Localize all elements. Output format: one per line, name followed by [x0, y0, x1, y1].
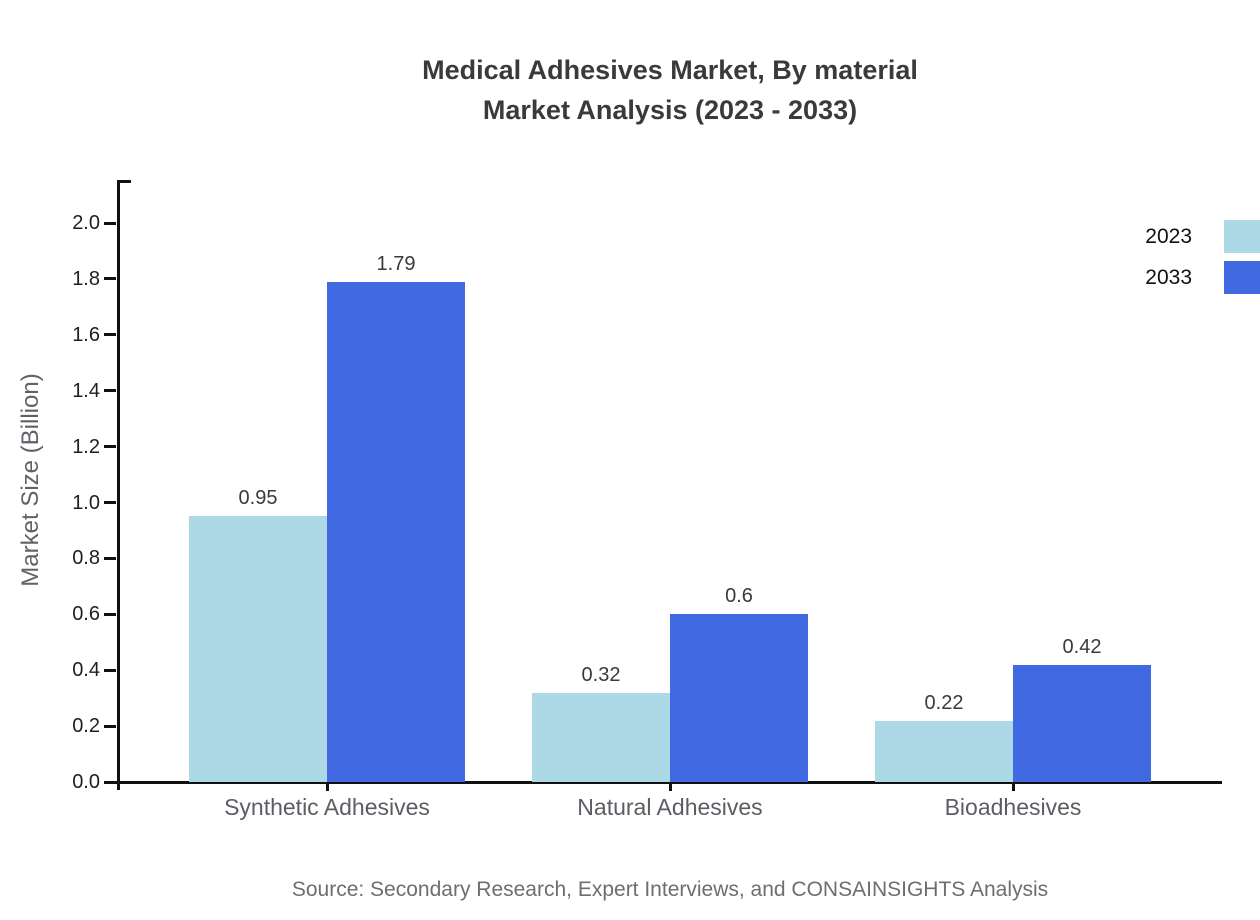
y-tick-label: 1.4	[72, 379, 100, 402]
y-tick-mark	[104, 277, 116, 281]
source-text: Source: Secondary Research, Expert Inter…	[291, 878, 1049, 901]
bar	[327, 281, 465, 782]
y-tick-label: 0.4	[72, 659, 100, 682]
y-tick-mark	[104, 556, 116, 560]
y-tick-mark	[104, 780, 116, 784]
bar	[875, 720, 1013, 782]
x-tick-mark	[325, 782, 329, 791]
category-label: Natural Adhesives	[577, 794, 763, 820]
x-tick-mark	[668, 782, 672, 791]
bar-value-label: 0.6	[725, 585, 753, 608]
legend-swatch	[1224, 261, 1260, 294]
y-tick-mark	[104, 333, 116, 337]
y-tick-mark	[104, 612, 116, 616]
legend-label: 2033	[1145, 266, 1192, 289]
y-tick-label: 1.8	[72, 267, 100, 290]
y-tick-label: 2.0	[72, 212, 100, 234]
y-tick-label: 0.8	[72, 547, 100, 570]
y-tick-mark	[104, 221, 116, 225]
bar-value-label: 0.42	[1062, 635, 1102, 658]
y-tick-label: 1.6	[72, 323, 100, 346]
bar-value-label: 0.32	[581, 663, 621, 686]
bar	[189, 516, 327, 782]
y-tick-mark	[104, 389, 116, 393]
y-tick-label: 0.2	[72, 715, 100, 738]
y-tick-label: 0.0	[72, 771, 100, 793]
category-label: Synthetic Adhesives	[224, 794, 430, 820]
y-tick-mark	[104, 445, 116, 449]
x-axis-line	[104, 780, 1222, 784]
chart-title-line2: Market Analysis (2023 - 2033)	[482, 95, 858, 125]
y-tick-mark	[104, 668, 116, 672]
y-tick-label: 1.2	[72, 435, 100, 458]
chart-title-line1: Medical Adhesives Market, By material	[422, 55, 918, 85]
bar	[670, 614, 808, 782]
legend-swatch	[1224, 220, 1260, 253]
chart-title: Medical Adhesives Market, By material Ma…	[80, 50, 1260, 130]
y-axis-line	[116, 180, 120, 790]
y-tick-mark	[104, 724, 116, 728]
category-label: Bioadhesives	[944, 794, 1082, 820]
y-axis-top-cap	[116, 180, 131, 183]
bar-value-label: 1.79	[376, 252, 416, 275]
x-tick-mark	[1011, 782, 1015, 791]
y-tick-label: 0.6	[72, 603, 100, 626]
y-tick-label: 1.0	[72, 491, 100, 514]
bar-value-label: 0.95	[238, 487, 278, 510]
y-tick-mark	[104, 501, 116, 504]
bar-value-label: 0.22	[924, 691, 964, 714]
bar	[1013, 664, 1151, 782]
legend-label: 2023	[1145, 225, 1192, 248]
bar	[532, 692, 670, 782]
